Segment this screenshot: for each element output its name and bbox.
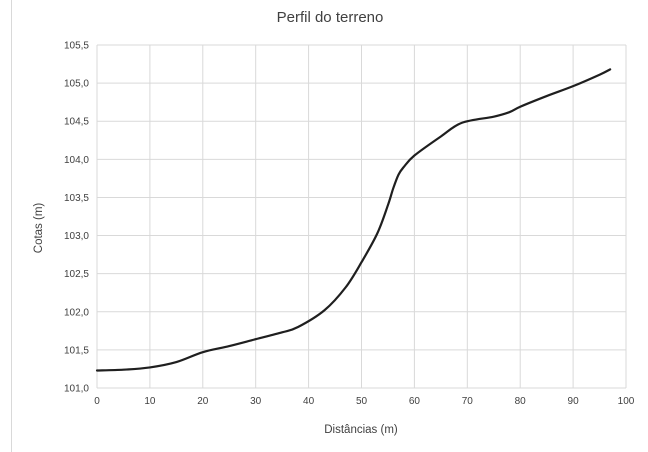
y-tick-label: 101,0 [64, 384, 89, 395]
y-tick-label: 105,5 [64, 41, 89, 52]
x-tick-label: 90 [568, 396, 580, 407]
series-layer [95, 68, 612, 372]
x-tick-label: 50 [356, 396, 368, 407]
y-tick-label: 104,5 [64, 117, 89, 128]
x-tick-label: 10 [144, 396, 156, 407]
x-tick-label: 40 [303, 396, 315, 407]
x-tick-label: 20 [197, 396, 209, 407]
y-axis-ticks: 101,0 101,5 102,0 102,5 103,0 103,5 104,0 104,5… [64, 41, 89, 395]
x-axis-label: Distâncias (m) [324, 424, 398, 436]
y-axis-label: Cotas (m) [33, 203, 45, 254]
terrain-profile-line [95, 68, 612, 372]
x-axis-ticks: 0 10 20 30 40 50 60 70 80 90 100 [94, 396, 635, 407]
x-tick-label: 70 [462, 396, 474, 407]
y-tick-label: 102,5 [64, 269, 89, 280]
x-tick-label: 30 [250, 396, 262, 407]
y-tick-label: 101,5 [64, 345, 89, 356]
x-tick-label: 80 [515, 396, 527, 407]
y-tick-label: 104,0 [64, 155, 89, 166]
y-tick-label: 102,0 [64, 307, 89, 318]
grid-lines [96, 44, 627, 389]
y-tick-label: 105,0 [64, 79, 89, 90]
x-tick-label: 60 [409, 396, 421, 407]
y-tick-label: 103,0 [64, 231, 89, 242]
left-border-line [11, 0, 12, 452]
chart-title: Perfil do terreno [277, 9, 384, 26]
y-tick-label: 103,5 [64, 193, 89, 204]
x-tick-label: 0 [94, 396, 100, 407]
x-tick-label: 100 [618, 396, 635, 407]
